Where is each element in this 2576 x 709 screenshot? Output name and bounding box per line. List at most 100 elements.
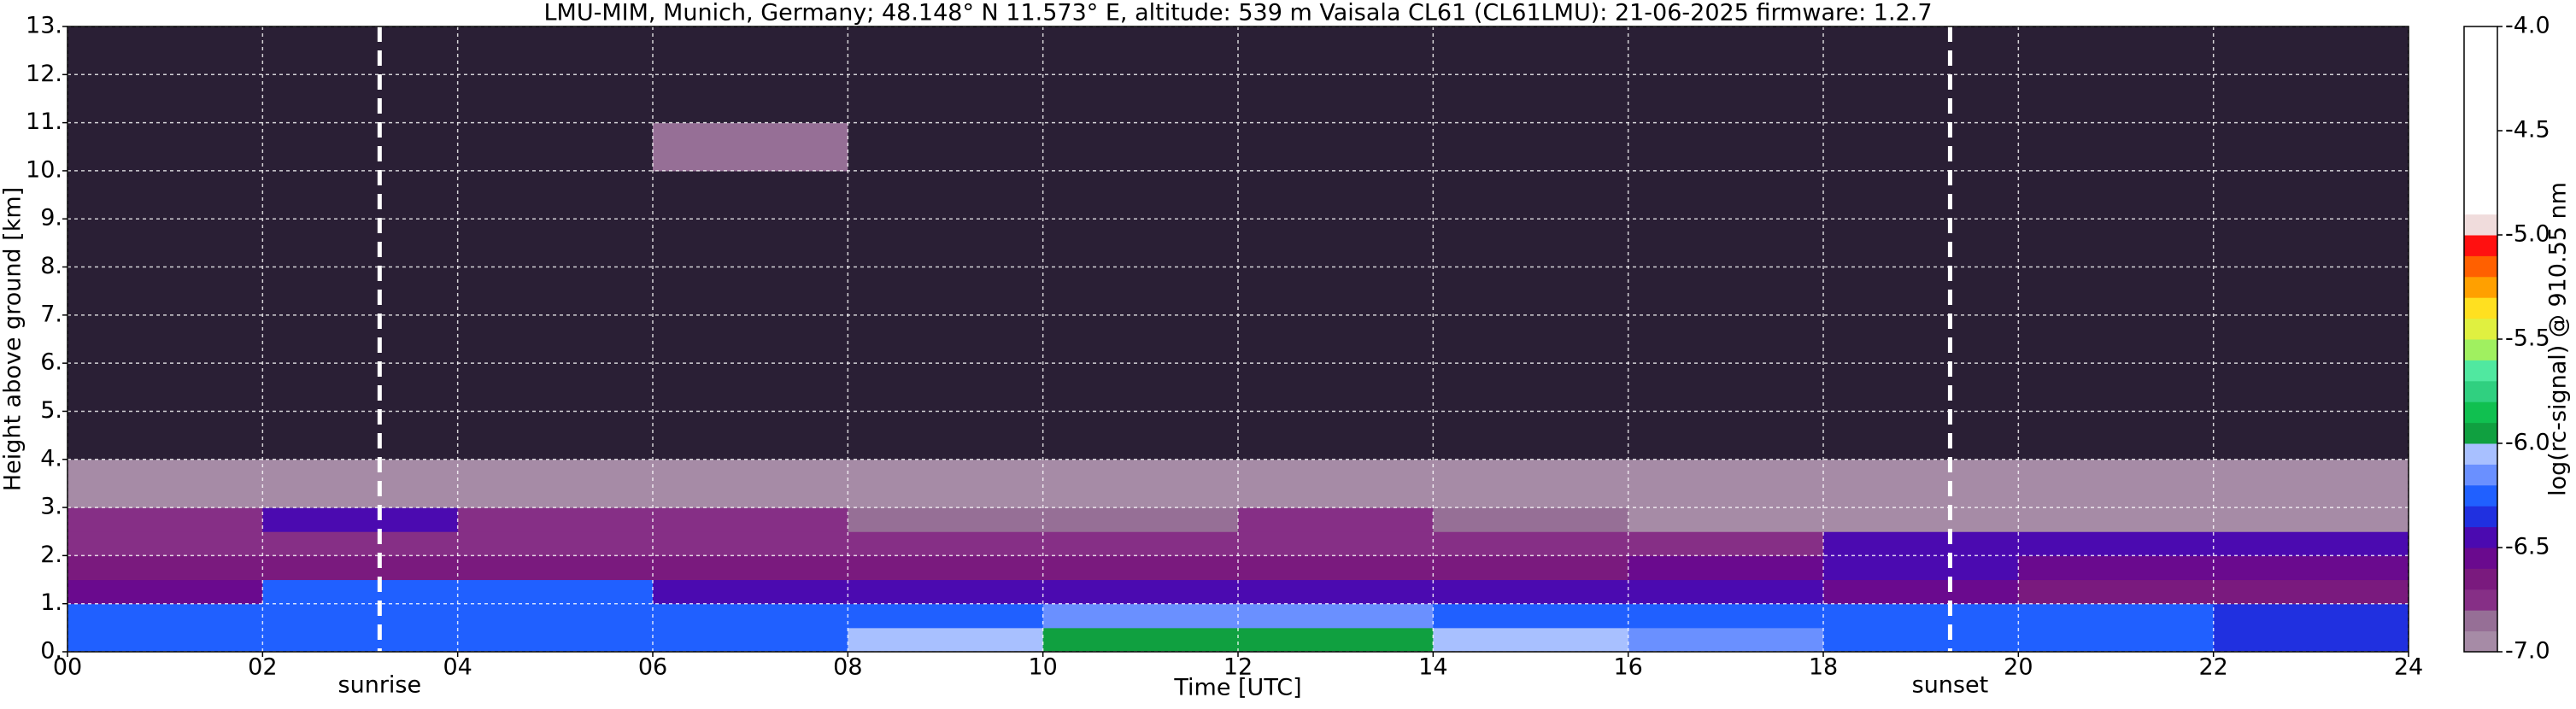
y-tick-label: 2. (40, 542, 62, 568)
heatmap-cell (1628, 531, 1824, 556)
heatmap-cell (262, 579, 459, 605)
plot-frame (67, 26, 2409, 653)
heatmap-cell (653, 555, 848, 581)
y-tick-label: 13. (26, 13, 62, 39)
heatmap-cell (848, 627, 1044, 653)
heatmap-cell (1042, 603, 1239, 629)
heatmap-cell (457, 459, 654, 508)
heatmap-cell (2213, 603, 2409, 629)
colorbar-segment (2464, 360, 2497, 382)
x-tick-label: 04 (443, 654, 472, 681)
heatmap-cell (1823, 459, 2019, 508)
colorbar-segment (2464, 630, 2497, 653)
x-tick-label: 12 (1223, 654, 1253, 681)
y-tick-label: 3. (40, 494, 62, 520)
colorbar-segment (2464, 380, 2497, 402)
heatmap-cell (653, 363, 848, 460)
x-tick-label: 16 (1613, 654, 1642, 681)
heatmap-cell (2018, 555, 2215, 581)
x-tick-label: 22 (2198, 654, 2227, 681)
heatmap-cell (262, 603, 459, 629)
colorbar-segment (2464, 506, 2497, 528)
heatmap-cell (1238, 627, 1434, 653)
heatmap-cell (1628, 579, 1824, 605)
heatmap-cell (653, 579, 848, 605)
x-tick-label: 14 (1418, 654, 1447, 681)
y-tick-label: 9. (40, 205, 62, 231)
heatmap-cell (67, 603, 263, 629)
colorbar-segment (2464, 67, 2497, 90)
heatmap-cell (262, 555, 459, 581)
heatmap-cell (67, 555, 263, 581)
y-tick-label: 0. (40, 638, 62, 665)
heatmap-cell (1823, 579, 2019, 605)
heatmap-cell (1042, 122, 1239, 172)
heatmap-cell (1823, 627, 2019, 653)
heatmap-cell (457, 603, 654, 629)
heatmap-cell (2213, 507, 2409, 532)
heatmap-cell (67, 459, 263, 508)
heatmap-cell (1628, 603, 1824, 629)
heatmap-cell (1823, 603, 2019, 629)
heatmap-cell (653, 627, 848, 653)
colorbar-segment (2464, 47, 2497, 69)
heatmap-cell (848, 603, 1044, 629)
colorbar-segment (2464, 109, 2497, 132)
y-tick-label: 7. (40, 301, 62, 327)
colorbar-segment (2464, 318, 2497, 340)
heatmap-cell (457, 507, 654, 532)
heatmap-cell (1628, 267, 1824, 364)
colorbar-segment (2464, 89, 2497, 111)
x-tick-label: 20 (2004, 654, 2033, 681)
heatmap-cell (1628, 26, 1824, 124)
heatmap-cell (848, 507, 1044, 532)
x-tick-label: 18 (1809, 654, 1838, 681)
y-tick-label: 8. (40, 253, 62, 279)
heatmap-cell (2018, 122, 2215, 172)
colorbar-label: log(rc-signal) @ 910.55 nm (2545, 182, 2572, 496)
heatmap-cell (1823, 531, 2019, 556)
heatmap-cell (653, 531, 848, 556)
colorbar-tick-label: -6.0 (2505, 430, 2550, 456)
colorbar-tick-label: -5.0 (2505, 221, 2550, 248)
heatmap-cell (1628, 122, 1824, 172)
heatmap-cell (1238, 555, 1434, 581)
colorbar-segment (2464, 526, 2497, 548)
heatmap-cell (1628, 363, 1824, 460)
heatmap-cell (2213, 531, 2409, 556)
heatmap-cell (1628, 170, 1824, 268)
heatmap-cell (2018, 579, 2215, 605)
y-tick-label: 4. (40, 445, 62, 472)
colorbar-tick-label: -6.5 (2505, 534, 2550, 560)
colorbar-segment (2464, 568, 2497, 590)
heatmap-cell (1238, 170, 1434, 268)
colorbar-segment (2464, 193, 2497, 215)
heatmap-cell (1238, 122, 1434, 172)
heatmap-cell (2018, 267, 2215, 364)
heatmap-cell (2018, 603, 2215, 629)
heatmap-cell (848, 555, 1044, 581)
heatmap-cell (67, 579, 263, 605)
heatmap-cell (2018, 531, 2215, 556)
heatmap-cell (848, 459, 1044, 508)
colorbar-segment (2464, 235, 2497, 256)
x-tick-label: 24 (2394, 654, 2423, 681)
heatmap-cell (1042, 579, 1239, 605)
heatmap-cell (262, 531, 459, 556)
y-tick-label: 6. (40, 349, 62, 376)
heatmap-cell (2018, 363, 2215, 460)
colorbar-segment (2464, 484, 2497, 507)
y-tick-label: 1. (40, 589, 62, 616)
colorbar-segment (2464, 276, 2497, 298)
heatmap-cell (1238, 579, 1434, 605)
heatmap-cell (262, 170, 459, 268)
colorbar-segment (2464, 151, 2497, 173)
heatmap-cell (1433, 555, 1629, 581)
heatmap-cell (1628, 459, 1824, 508)
heatmap-cell (1823, 122, 2019, 172)
heatmap-cell (2213, 122, 2409, 172)
heatmap-cell (1628, 555, 1824, 581)
colorbar-segment (2464, 589, 2497, 611)
colorbar-segment (2464, 401, 2497, 424)
